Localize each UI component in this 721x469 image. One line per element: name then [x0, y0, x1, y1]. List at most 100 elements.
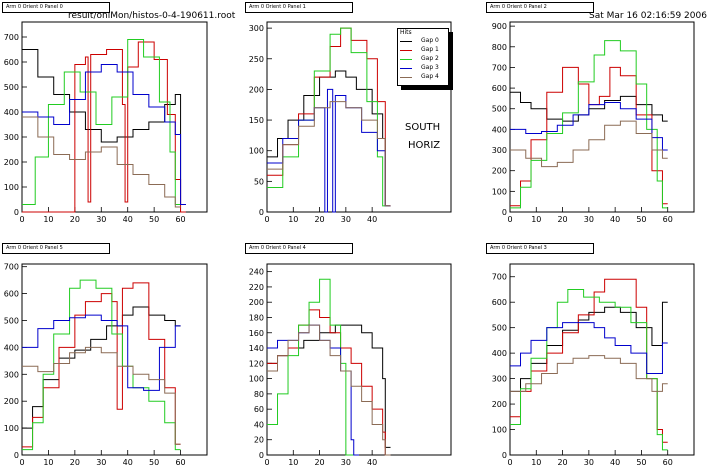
y-tick-label: 700 — [492, 273, 507, 282]
panel-title: Arm 0 Orient 0 Panel 0 — [2, 2, 110, 13]
y-tick-label: 400 — [4, 343, 19, 352]
x-tick-label: 30 — [341, 458, 351, 467]
y-tick-label: 300 — [249, 24, 264, 33]
x-tick-label: 10 — [43, 215, 53, 224]
y-tick-label: 300 — [492, 146, 507, 155]
series-line — [510, 120, 668, 168]
legend-title: Hits — [400, 29, 412, 36]
y-tick-label: 0 — [502, 208, 507, 217]
x-tick-label: 10 — [43, 458, 53, 467]
y-tick-label: 250 — [249, 55, 264, 64]
y-tick-label: 200 — [492, 400, 507, 409]
legend-row: Gap 3 — [400, 64, 446, 72]
y-tick-label: 600 — [4, 290, 19, 299]
x-tick-label: 10 — [288, 215, 298, 224]
y-tick-label: 200 — [4, 397, 19, 406]
series-line — [510, 288, 668, 451]
legend-swatch — [400, 50, 412, 51]
y-tick-label: 900 — [492, 22, 507, 31]
y-tick-label: 180 — [249, 313, 264, 322]
y-tick-label: 700 — [4, 33, 19, 42]
y-tick-label: 600 — [4, 58, 19, 67]
y-tick-label: 20 — [254, 436, 264, 445]
y-tick-label: 800 — [492, 43, 507, 52]
y-tick-label: 0 — [259, 208, 264, 217]
series-line — [510, 40, 668, 209]
y-tick-label: 300 — [492, 375, 507, 384]
x-tick-label: 10 — [531, 458, 541, 467]
y-tick-label: 100 — [492, 187, 507, 196]
y-tick-label: 60 — [254, 405, 264, 414]
y-tick-label: 300 — [4, 370, 19, 379]
y-tick-label: 100 — [4, 183, 19, 192]
y-tick-label: 50 — [254, 177, 264, 186]
x-tick-label: 30 — [96, 458, 106, 467]
y-tick-label: 100 — [249, 147, 264, 156]
x-tick-label: 0 — [507, 215, 512, 224]
x-tick-label: 20 — [70, 215, 80, 224]
legend-label: Gap 3 — [421, 64, 439, 71]
panel-title: Arm 0 Orient 0 Panel 5 — [2, 243, 110, 254]
y-tick-label: 200 — [249, 85, 264, 94]
histogram-panel: 0 10 20 30 40 50 60010020030040050060070080090… — [492, 21, 695, 224]
y-tick-label: 120 — [249, 359, 264, 368]
series-line — [22, 314, 181, 391]
x-tick-label: 10 — [288, 458, 298, 467]
series-line — [267, 278, 354, 456]
legend-row: Gap 0 — [400, 37, 446, 45]
x-tick-label: 50 — [636, 458, 646, 467]
x-tick-label: 0 — [19, 458, 24, 467]
y-tick-label: 700 — [4, 263, 19, 272]
y-tick-label: 300 — [4, 133, 19, 142]
y-tick-label: 0 — [14, 208, 19, 217]
file-label: result/onlMon/histos-0-4-190611.root — [68, 11, 236, 21]
series-line — [22, 279, 181, 451]
x-tick-label: 20 — [314, 215, 324, 224]
series-line — [22, 346, 181, 445]
x-tick-label: 40 — [123, 215, 133, 224]
x-tick-label: 0 — [264, 215, 269, 224]
x-tick-label: 30 — [341, 215, 351, 224]
y-tick-label: 40 — [254, 420, 264, 429]
series-line — [267, 101, 391, 207]
timestamp-label: Sat Mar 16 02:16:59 2006 — [589, 11, 707, 21]
y-tick-label: 400 — [492, 349, 507, 358]
legend-swatch — [400, 59, 412, 60]
x-tick-label: 50 — [636, 215, 646, 224]
series-line — [510, 102, 668, 151]
x-tick-label: 60 — [663, 458, 673, 467]
x-tick-label: 20 — [70, 458, 80, 467]
legend-label: Gap 2 — [421, 55, 439, 62]
series-line — [267, 309, 391, 456]
plot-frame — [266, 263, 452, 456]
legend: Hits Gap 0 Gap 1 Gap 2 Gap 3 Gap 4 — [397, 28, 449, 86]
y-tick-label: 160 — [249, 329, 264, 338]
x-tick-label: 0 — [19, 215, 24, 224]
y-tick-label: 100 — [4, 424, 19, 433]
series-line — [510, 322, 668, 375]
series-line — [267, 70, 391, 207]
y-tick-label: 200 — [4, 158, 19, 167]
annotation-horiz: HORIZ — [408, 140, 441, 151]
y-tick-label: 240 — [249, 268, 264, 277]
x-tick-label: 40 — [367, 458, 377, 467]
y-tick-label: 500 — [492, 324, 507, 333]
y-tick-label: 600 — [492, 84, 507, 93]
y-tick-label: 200 — [249, 298, 264, 307]
x-tick-label: 0 — [264, 458, 269, 467]
x-tick-label: 40 — [610, 215, 620, 224]
series-line — [22, 64, 186, 205]
y-tick-label: 700 — [492, 63, 507, 72]
x-tick-label: 40 — [367, 215, 377, 224]
x-tick-label: 20 — [557, 458, 567, 467]
legend-row: Gap 4 — [400, 73, 446, 81]
plot-frame — [509, 21, 695, 213]
y-tick-label: 100 — [249, 375, 264, 384]
x-tick-label: 30 — [584, 458, 594, 467]
series-line — [22, 49, 186, 205]
series-line — [510, 355, 668, 392]
panel-title: Arm 0 Orient 0 Panel 4 — [245, 243, 353, 254]
plot-frame — [509, 263, 695, 456]
y-tick-label: 600 — [492, 298, 507, 307]
